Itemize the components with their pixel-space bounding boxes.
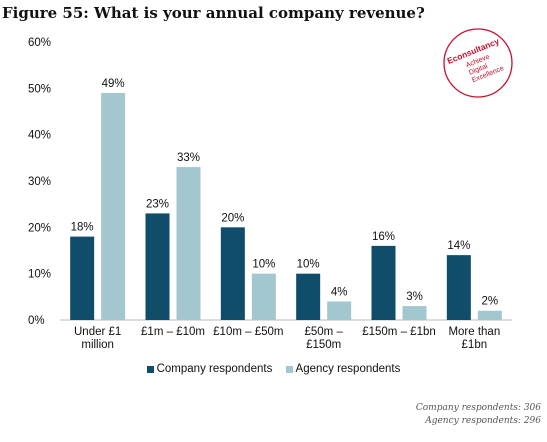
bar-agency <box>402 306 427 320</box>
legend-swatch-agency <box>285 365 293 373</box>
bar-agency <box>101 92 126 320</box>
bar-company <box>70 236 95 320</box>
econsultancy-logo: Econsultancy Achieve Digital Excellence <box>443 28 513 98</box>
y-tick-label: 40% <box>28 130 51 142</box>
data-label-company: 10% <box>297 259 320 271</box>
bar-agency <box>327 301 352 320</box>
y-tick-label: 50% <box>28 83 51 95</box>
company-respondents-note: Company respondents: 306 <box>415 403 541 413</box>
data-label-agency: 49% <box>102 78 125 90</box>
legend-label-agency: Agency respondents <box>295 363 401 375</box>
data-label-company: 18% <box>71 222 94 234</box>
y-tick-label: 20% <box>28 222 51 234</box>
legend-item-agency: Agency respondents <box>285 363 401 375</box>
bar-company <box>145 213 170 320</box>
y-tick-label: 60% <box>28 37 51 49</box>
x-tick-label: Under £1 <box>74 326 121 338</box>
bar-agency <box>251 273 276 320</box>
y-tick-label: 0% <box>28 315 45 327</box>
bar-company <box>296 273 321 320</box>
legend-item-company: Company respondents <box>146 363 273 375</box>
bar-company <box>220 227 245 320</box>
revenue-bar-chart: 0% 10% 20% 30% 40% 50% 60% 18% 49% Under £1millio… <box>28 37 512 351</box>
chart-legend: Company respondents Agency respondents <box>0 363 547 376</box>
y-tick-label: 30% <box>28 176 51 188</box>
figure-title: Figure 55: What is your annual company r… <box>2 4 425 22</box>
bar-company <box>371 245 396 320</box>
bar-agency <box>477 310 502 320</box>
bar-agency <box>176 167 201 320</box>
x-tick-label: More than <box>448 326 500 338</box>
legend-swatch-company <box>146 365 154 373</box>
x-tick-label: £1m – £10m <box>141 326 205 338</box>
bar-company <box>446 255 471 320</box>
x-tick-label: million <box>81 339 114 351</box>
data-label-company: 23% <box>146 198 169 210</box>
data-label-company: 20% <box>221 212 244 224</box>
data-label-agency: 4% <box>331 286 348 298</box>
data-label-agency: 10% <box>252 259 275 271</box>
data-label-company: 16% <box>372 231 395 243</box>
x-tick-label: £1bn <box>462 339 488 351</box>
legend-label-company: Company respondents <box>156 363 273 375</box>
x-tick-label: £150m <box>306 339 341 351</box>
y-tick-label: 10% <box>28 269 51 281</box>
sample-notes: Company respondents: 306 Agency responde… <box>416 402 541 428</box>
agency-respondents-note: Agency respondents: 296 <box>425 416 541 426</box>
x-tick-label: £50m – <box>304 326 343 338</box>
data-label-company: 14% <box>447 240 470 252</box>
data-label-agency: 2% <box>482 296 499 308</box>
data-label-agency: 33% <box>177 152 200 164</box>
x-tick-label: £10m – £50m <box>213 326 283 338</box>
data-label-agency: 3% <box>406 291 423 303</box>
x-tick-label: £150m – £1bn <box>362 326 436 338</box>
